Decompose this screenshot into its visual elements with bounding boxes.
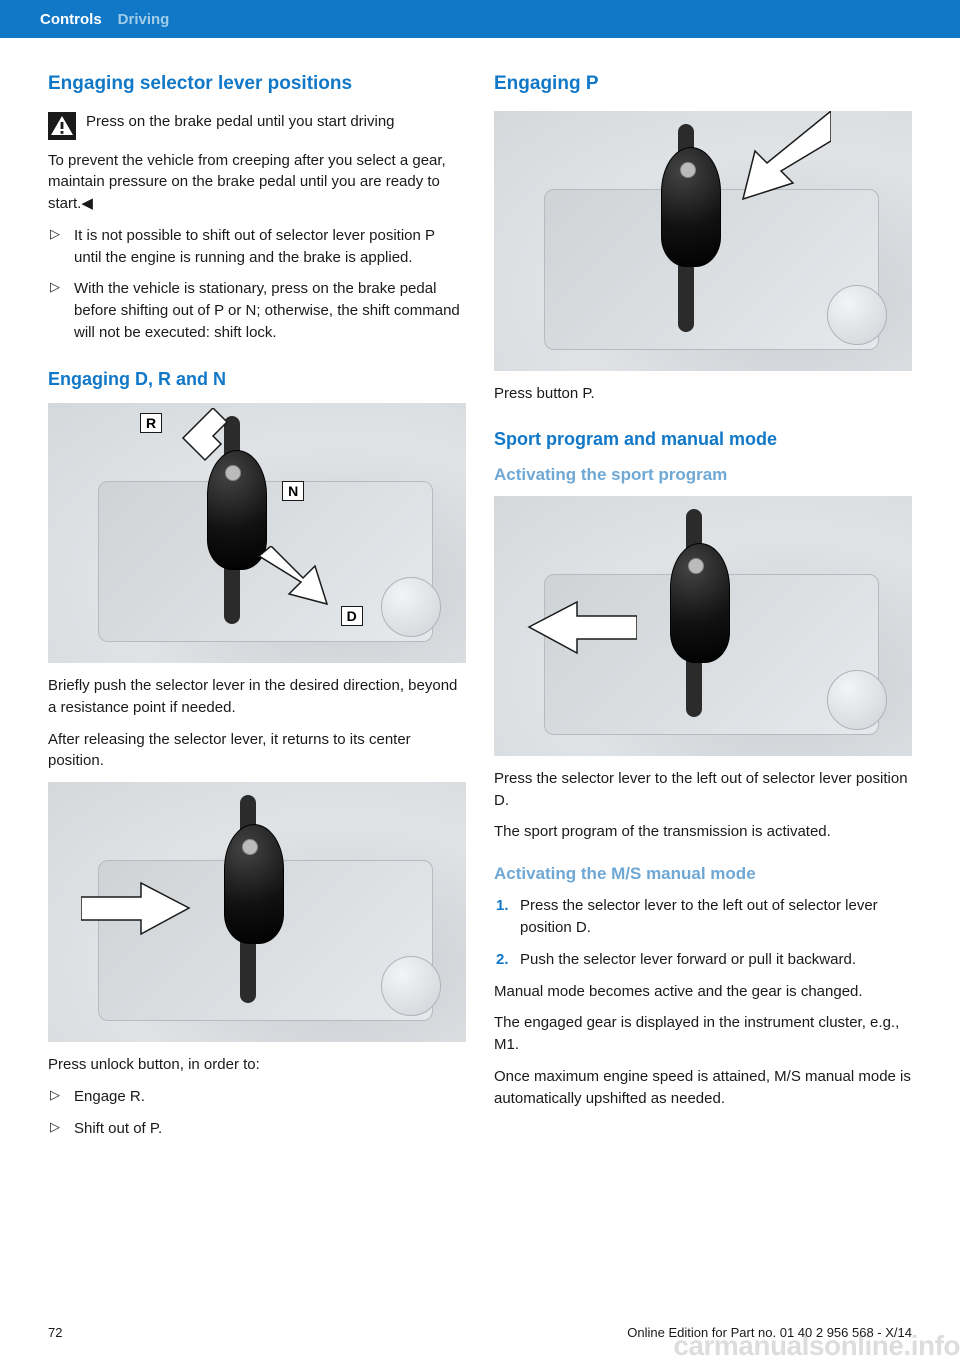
para-after-release: After releasing the selector lever, it r… [48,729,466,773]
page-content: Engaging selector lever positions Press … [0,38,960,1149]
label-n: N [282,481,304,501]
right-column: Engaging P Press button P. Sport program… [494,72,912,1149]
figure-sport-program [494,496,912,756]
page-number: 72 [48,1325,62,1340]
para-press-button-p: Press button P. [494,383,912,405]
list-item: Engage R. [48,1086,466,1108]
heading-engaging-p: Engaging P [494,72,912,97]
list-unlock-actions: Engage R. Shift out of P. [48,1086,466,1140]
header-section: Controls [32,11,110,28]
heading-engaging-drn: Engaging D, R and N [48,368,466,391]
caution-icon [48,112,76,140]
heading-engaging-positions: Engaging selector lever positions [48,72,466,97]
figure-engage-p [494,111,912,371]
para-prevent-creeping: To prevent the vehicle from creeping aft… [48,150,466,215]
figure-engage-drn: R N D [48,403,466,663]
steps-ms-mode: Press the selector lever to the left out… [494,895,912,970]
list-item: Shift out of P. [48,1118,466,1140]
watermark: carmanualsonline.info [673,1330,960,1362]
list-item: It is not possible to shift out of selec… [48,225,466,269]
list-item: With the vehicle is stationary, press on… [48,278,466,343]
figure-unlock-button [48,782,466,1042]
caution-note: Press on the brake pedal until you start… [48,111,466,140]
left-column: Engaging selector lever positions Press … [48,72,466,1149]
heading-sport-manual: Sport program and manual mode [494,428,912,451]
caution-text: Press on the brake pedal until you start… [86,111,466,133]
para-manual-active: Manual mode becomes active and the gear … [494,981,912,1003]
list-shift-conditions: It is not possible to shift out of selec… [48,225,466,344]
label-d: D [341,606,363,626]
page-header: Controls Driving [0,0,960,38]
para-press-selector-left: Press the selector lever to the left out… [494,768,912,812]
header-subsection: Driving [110,11,178,28]
heading-activate-ms: Activating the M/S manual mode [494,863,912,885]
para-sport-activated: The sport program of the transmission is… [494,821,912,843]
para-press-unlock: Press unlock button, in order to: [48,1054,466,1076]
label-r: R [140,413,162,433]
heading-activate-sport: Activating the sport program [494,464,912,486]
para-max-speed: Once maximum engine speed is attained, M… [494,1066,912,1110]
step-item: Press the selector lever to the left out… [494,895,912,939]
para-engaged-gear: The engaged gear is displayed in the ins… [494,1012,912,1056]
para-briefly-push: Briefly push the selector lever in the d… [48,675,466,719]
step-item: Push the selector lever forward or pull … [494,949,912,971]
